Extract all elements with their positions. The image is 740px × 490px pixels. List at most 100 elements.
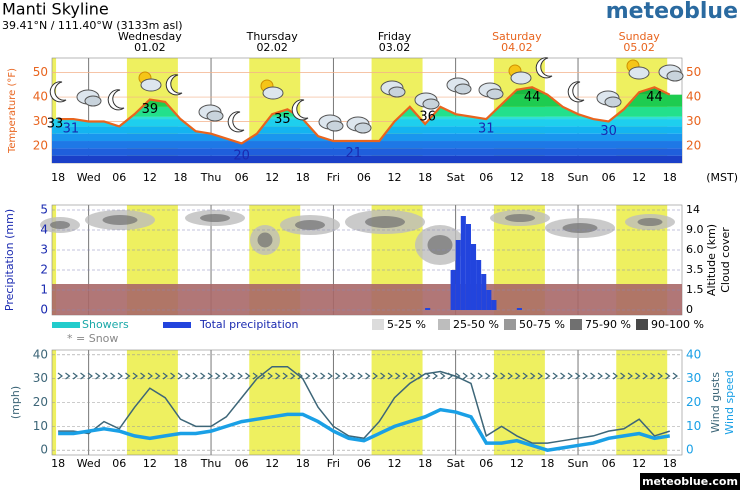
- footer: meteoblue.com: [642, 475, 738, 488]
- wind-arrow: [582, 372, 588, 380]
- y2-tick-label: 20: [686, 138, 701, 152]
- wind-arrow: [455, 372, 461, 380]
- wind-arrow: [515, 372, 521, 380]
- x-tick-label: 18: [51, 457, 65, 470]
- wind-arrow: [387, 372, 393, 380]
- x-tick-label: 12: [265, 457, 279, 470]
- moon: [535, 57, 553, 79]
- weather-icon: [535, 57, 553, 79]
- day-name: Sunday: [619, 30, 661, 43]
- x-tick-label: Wed: [77, 171, 101, 184]
- precip-bar: [425, 308, 431, 310]
- legend-label: Wind gusts: [709, 372, 722, 433]
- temp-label: 44: [646, 90, 663, 105]
- wind-arrow: [230, 372, 236, 380]
- wind-arrow: [365, 372, 371, 380]
- x-tick-label: 12: [632, 171, 646, 184]
- weather-icon: [596, 90, 622, 108]
- legend-swatch: [52, 322, 80, 328]
- x-tick-label: 12: [265, 171, 279, 184]
- x-tick-label: 06: [112, 171, 126, 184]
- precip-bar: [450, 270, 456, 310]
- temp-band: [52, 141, 682, 149]
- x-tick-label: 06: [602, 171, 616, 184]
- wind-arrow: [665, 372, 671, 380]
- wind-arrow: [215, 372, 221, 380]
- x-unit: (MST): [706, 171, 738, 184]
- wind-arrow: [485, 372, 491, 380]
- y-tick-label: 2: [40, 263, 48, 277]
- daylight: [52, 205, 57, 315]
- wind-arrow: [327, 372, 333, 380]
- x-tick-label: 18: [418, 457, 432, 470]
- title: Manti Skyline: [2, 0, 109, 19]
- wind-arrow: [537, 372, 543, 380]
- precip-bar: [470, 244, 477, 310]
- wind-arrow: [567, 372, 573, 380]
- wind-arrow: [267, 372, 273, 380]
- wind-arrow: [462, 372, 468, 380]
- wind-speed-line: [58, 407, 671, 453]
- cloud-cover: [637, 218, 663, 226]
- cloud: [84, 95, 102, 107]
- x-tick-label: 12: [388, 457, 402, 470]
- legend-label: 75-90 %: [585, 318, 631, 331]
- y2-tick-label: 1.5: [686, 283, 704, 296]
- wind-arrow: [350, 372, 356, 380]
- x-tick-label: 18: [418, 171, 432, 184]
- y2-tick-label: 30: [686, 371, 701, 385]
- moon: [49, 81, 67, 103]
- y-tick-label: 20: [33, 395, 48, 409]
- cloud-cover: [295, 220, 325, 230]
- day-date: 03.02: [379, 41, 411, 54]
- weather-icon: [198, 104, 224, 122]
- y2-axis-label: Altitude (km): [705, 224, 718, 296]
- y-axis-label: Temperature (°F): [7, 68, 18, 154]
- cloud-cover: [562, 223, 598, 233]
- x-tick-label: Sat: [447, 457, 466, 470]
- temp-label: 30: [600, 124, 617, 139]
- temp-line: [58, 86, 671, 145]
- x-tick-label: 06: [235, 171, 249, 184]
- cloud: [486, 88, 504, 100]
- temp-band: [52, 155, 682, 163]
- day-name: Saturday: [492, 30, 542, 43]
- wind-arrow: [380, 372, 386, 380]
- wind-arrow: [650, 372, 656, 380]
- wind-arrow: [72, 372, 78, 380]
- temp-label: 33: [47, 117, 64, 132]
- wind-arrow: [245, 372, 251, 380]
- wind-arrow: [290, 372, 296, 380]
- wind-arrow: [590, 372, 596, 380]
- x-tick-label: 18: [540, 171, 554, 184]
- legend-label: 50-75 %: [519, 318, 565, 331]
- y2-tick-label: 20: [686, 395, 701, 409]
- cloud: [388, 86, 406, 98]
- y-axis-label: Precipitation (mm): [3, 209, 16, 311]
- cloud-cover: [200, 214, 230, 222]
- x-tick-label: 18: [173, 171, 187, 184]
- cloud: [206, 110, 224, 122]
- weather-icon: [76, 89, 102, 107]
- wind-arrow: [672, 372, 678, 380]
- temp-label: 20: [233, 148, 250, 163]
- weather-icon: [478, 82, 504, 100]
- wind-arrow: [170, 372, 176, 380]
- snow-note: * = Snow: [67, 332, 118, 345]
- legend-swatch: [163, 322, 191, 328]
- wind-arrow: [402, 372, 408, 380]
- weather-icon: [227, 111, 245, 133]
- legend-label: 5-25 %: [387, 318, 426, 331]
- x-tick-label: Sun: [568, 171, 589, 184]
- y2-tick-label: 0: [686, 303, 693, 316]
- x-tick-label: 18: [296, 171, 310, 184]
- wind-arrow: [395, 372, 401, 380]
- weather-icon: [49, 81, 67, 103]
- day-date: 05.02: [623, 41, 655, 54]
- wind-arrow: [635, 372, 641, 380]
- wind-arrow: [200, 372, 206, 380]
- wind-arrow: [140, 372, 146, 380]
- wind-arrow: [87, 372, 93, 380]
- y-tick-label: 3: [40, 243, 48, 257]
- cloud-cover: [257, 232, 273, 248]
